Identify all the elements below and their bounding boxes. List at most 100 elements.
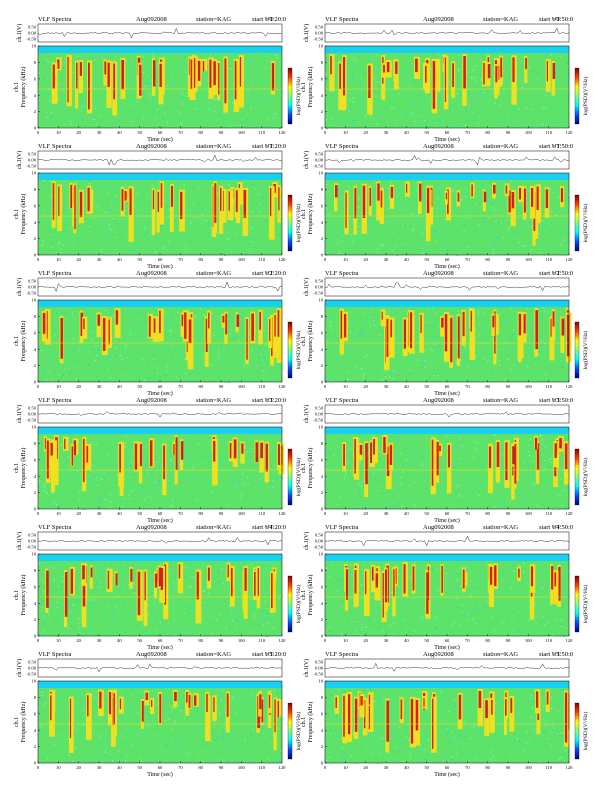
spectrogram-cell <box>356 111 358 113</box>
spectrogram-cell <box>405 316 407 318</box>
spectrogram-cell <box>326 78 329 80</box>
spectrogram-cell <box>157 634 159 636</box>
spectrogram-cell <box>85 350 87 352</box>
spectrogram-cell <box>495 702 497 704</box>
y-tick-label: 0 <box>321 253 324 258</box>
spectrogram-cell <box>382 187 384 189</box>
spectrogram-cell <box>472 708 475 710</box>
spectrogram-cell <box>454 122 456 124</box>
emission-core <box>403 564 406 594</box>
spectrogram-cell <box>362 589 365 591</box>
panel-start-time: =4:20:0 <box>266 524 286 531</box>
spectrogram-cell <box>122 602 124 604</box>
spectrogram-cell <box>81 755 84 757</box>
x-tick-label: 10 <box>343 384 348 389</box>
spectrogram-cell <box>550 211 552 213</box>
trace-tick-label: -0.50 <box>26 164 36 169</box>
emission-core <box>375 573 378 588</box>
spectrogram-cell <box>528 619 530 621</box>
spectrogram-cell <box>155 211 158 213</box>
spectrogram-cell <box>412 482 415 484</box>
spectrogram-cell <box>401 505 403 507</box>
emission-band <box>85 443 92 471</box>
spectrogram-cell <box>70 123 72 125</box>
emission-core <box>444 57 447 102</box>
spectrogram-cell <box>452 756 454 758</box>
spectrogram-cell <box>93 217 95 219</box>
spectrogram-cell <box>424 366 426 368</box>
spectrogram-cell <box>135 75 138 77</box>
spectrogram-cell <box>64 369 66 371</box>
spectrogram-cell <box>547 622 549 624</box>
spectrogram-cell <box>223 348 225 350</box>
spectrogram-cell <box>387 500 390 502</box>
spectrogram-cell <box>559 478 561 480</box>
spectrogram-cell <box>450 578 452 580</box>
spectrogram-cell <box>439 120 441 122</box>
emission-band <box>82 316 88 339</box>
spectrogram-cell <box>150 97 153 99</box>
panel-title: VLF Spectra <box>325 270 359 277</box>
emission-band <box>118 441 125 487</box>
trace-tick-label: -0.50 <box>26 291 36 296</box>
spectrogram-cell <box>397 436 399 438</box>
panel-start-time: =5:50:0 <box>553 651 573 658</box>
emission-band <box>524 55 528 84</box>
spectrogram-cell <box>559 734 561 736</box>
spectrogram-cell <box>47 62 49 64</box>
spectrogram-cell <box>218 581 220 583</box>
spectrogram-cell <box>240 126 242 128</box>
x-tick-label: 0 <box>324 130 327 135</box>
spectrogram-cell <box>329 733 332 735</box>
spectrogram-cell <box>259 348 261 350</box>
emission-core <box>269 319 271 342</box>
spectrogram-cell <box>102 567 104 569</box>
spectrogram-cell <box>279 479 281 481</box>
spectrogram-cell <box>93 475 95 477</box>
spectrogram-cell <box>364 563 366 566</box>
spectrogram-cell <box>328 626 331 628</box>
x-tick-label: 40 <box>117 130 122 135</box>
spectrogram-cell <box>424 359 426 361</box>
spectrogram-cell <box>167 718 170 720</box>
spectrogram-cell <box>77 599 79 601</box>
y-axis-channel: ch.1 <box>14 463 20 473</box>
spectrogram-cell <box>137 712 139 714</box>
spectrogram-cell <box>469 737 471 739</box>
spectrogram-cell <box>395 746 398 748</box>
emission-core <box>406 183 408 193</box>
emission-core <box>190 59 194 89</box>
x-tick-label: 100 <box>525 257 533 262</box>
emission-core <box>257 568 259 596</box>
spectrogram-cell <box>504 201 506 203</box>
spectrogram-cell <box>251 591 254 593</box>
x-tick-label: 80 <box>485 130 490 135</box>
spectrogram-cell <box>259 478 261 480</box>
spectrogram-cell <box>514 107 516 109</box>
spectrogram-cell <box>212 371 214 373</box>
spectrogram-cell <box>157 64 159 66</box>
spectrogram-cell <box>383 248 385 251</box>
spectrogram-cell <box>217 357 219 359</box>
spectrogram-cell <box>168 209 171 211</box>
spectrogram-cell <box>336 79 338 81</box>
spectrogram-cell <box>496 313 499 315</box>
spectrogram-cell <box>472 69 474 71</box>
spectrogram-cell <box>273 690 276 692</box>
spectrogram-cell <box>172 83 175 85</box>
spectrogram-cell <box>385 188 388 190</box>
spectrogram-cell <box>443 486 446 488</box>
spectrogram-cell <box>39 349 42 352</box>
spectrogram-cell <box>222 736 224 738</box>
spectrogram-cell <box>96 583 99 585</box>
x-axis-label: Time (sec) <box>147 390 173 397</box>
emission-core <box>209 59 212 88</box>
spectrogram-cell <box>553 727 555 729</box>
trace-line <box>324 27 570 36</box>
spectrogram-cell <box>261 367 263 369</box>
spectrogram-cell <box>369 570 372 572</box>
emission-core <box>560 188 564 203</box>
y-tick-label: 6 <box>321 76 324 81</box>
spectrogram-cell <box>432 207 434 209</box>
spectrogram-cell <box>436 232 439 234</box>
